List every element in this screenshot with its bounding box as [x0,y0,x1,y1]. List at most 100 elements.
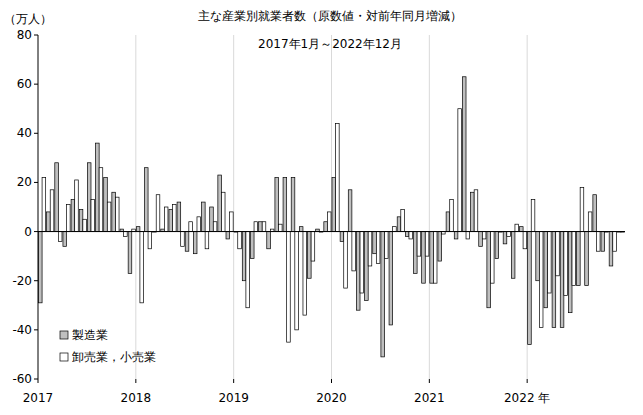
bar [414,232,418,274]
bar [348,190,352,232]
bar [356,232,360,311]
y-tick-label: 0 [24,225,32,239]
bar [254,222,258,232]
y-tick [34,133,38,134]
bar [262,222,266,232]
grid-line [233,35,234,379]
y-tick-label: -20 [12,274,32,288]
bar [202,202,206,231]
y-axis [38,35,39,379]
bar [91,200,95,232]
bar [373,232,377,254]
bar [295,232,299,330]
bar [593,195,597,232]
bar [63,232,67,247]
y-tick-label: -40 [12,323,32,337]
bar [507,232,511,237]
y-axis-label: （万人） [4,12,52,26]
bar [568,232,572,313]
bar [136,227,140,232]
bar [487,232,491,308]
bar [218,175,222,232]
bar [471,192,475,231]
bar [511,232,515,279]
bar [425,232,429,257]
bar [572,232,576,286]
bar [226,232,230,239]
x-tick-label: 2021 [414,391,445,405]
bar [173,205,177,232]
bar [324,222,328,232]
bar [193,232,197,254]
y-tick [34,231,38,232]
y-tick-label: 40 [17,126,32,140]
bar [446,212,450,232]
bar [601,232,605,252]
bar [140,232,144,303]
bar [560,232,564,328]
bar [308,232,312,279]
bar [87,163,91,232]
bar [397,217,401,232]
bar [181,232,185,247]
bar [230,212,234,232]
bar [479,232,483,247]
bar [299,227,303,232]
x-tick [331,379,332,383]
y-tick [34,182,38,183]
bar [58,232,62,242]
bar [393,227,397,232]
legend-label: 卸売業，小売業 [72,350,156,364]
bar [67,205,71,232]
bar [112,192,116,231]
bar [189,222,193,232]
bar [528,232,532,345]
bar [185,232,189,252]
bar [539,232,543,328]
bar [462,77,466,232]
bar [340,232,344,242]
bar [287,232,291,343]
zero-line [38,231,625,232]
x-tick [527,379,528,383]
bar [283,178,287,232]
bar [438,232,442,261]
bar [47,212,51,232]
bar [482,232,486,239]
x-tick-label: 2020 [316,391,347,405]
x-tick [135,379,136,383]
bar [585,232,589,286]
bar [210,207,214,232]
bar [577,232,581,286]
subtitle: 2017年1月～2022年12月 [258,37,402,51]
x-tick [38,379,39,383]
bar [360,232,364,293]
bar [148,232,152,249]
bar [332,178,336,232]
bar [613,232,617,252]
bar [124,232,128,237]
bar [422,232,426,284]
bar [144,168,148,232]
bar [221,192,225,231]
bar [536,232,540,281]
bar [588,212,592,232]
bar [96,143,100,231]
bar [75,180,79,232]
y-tick-label: 20 [17,175,32,189]
bar [42,178,46,232]
bar [409,232,413,239]
y-tick [34,35,38,36]
bar [564,232,568,296]
bar [177,202,181,231]
grid-line [429,35,430,379]
bar [609,232,613,266]
bar [458,109,462,232]
bar [104,178,108,232]
bar [99,168,103,232]
bar [544,232,548,308]
bar [548,232,552,293]
bar [259,222,263,232]
x-tick-label: 2019 [218,391,249,405]
x-tick [233,379,234,383]
